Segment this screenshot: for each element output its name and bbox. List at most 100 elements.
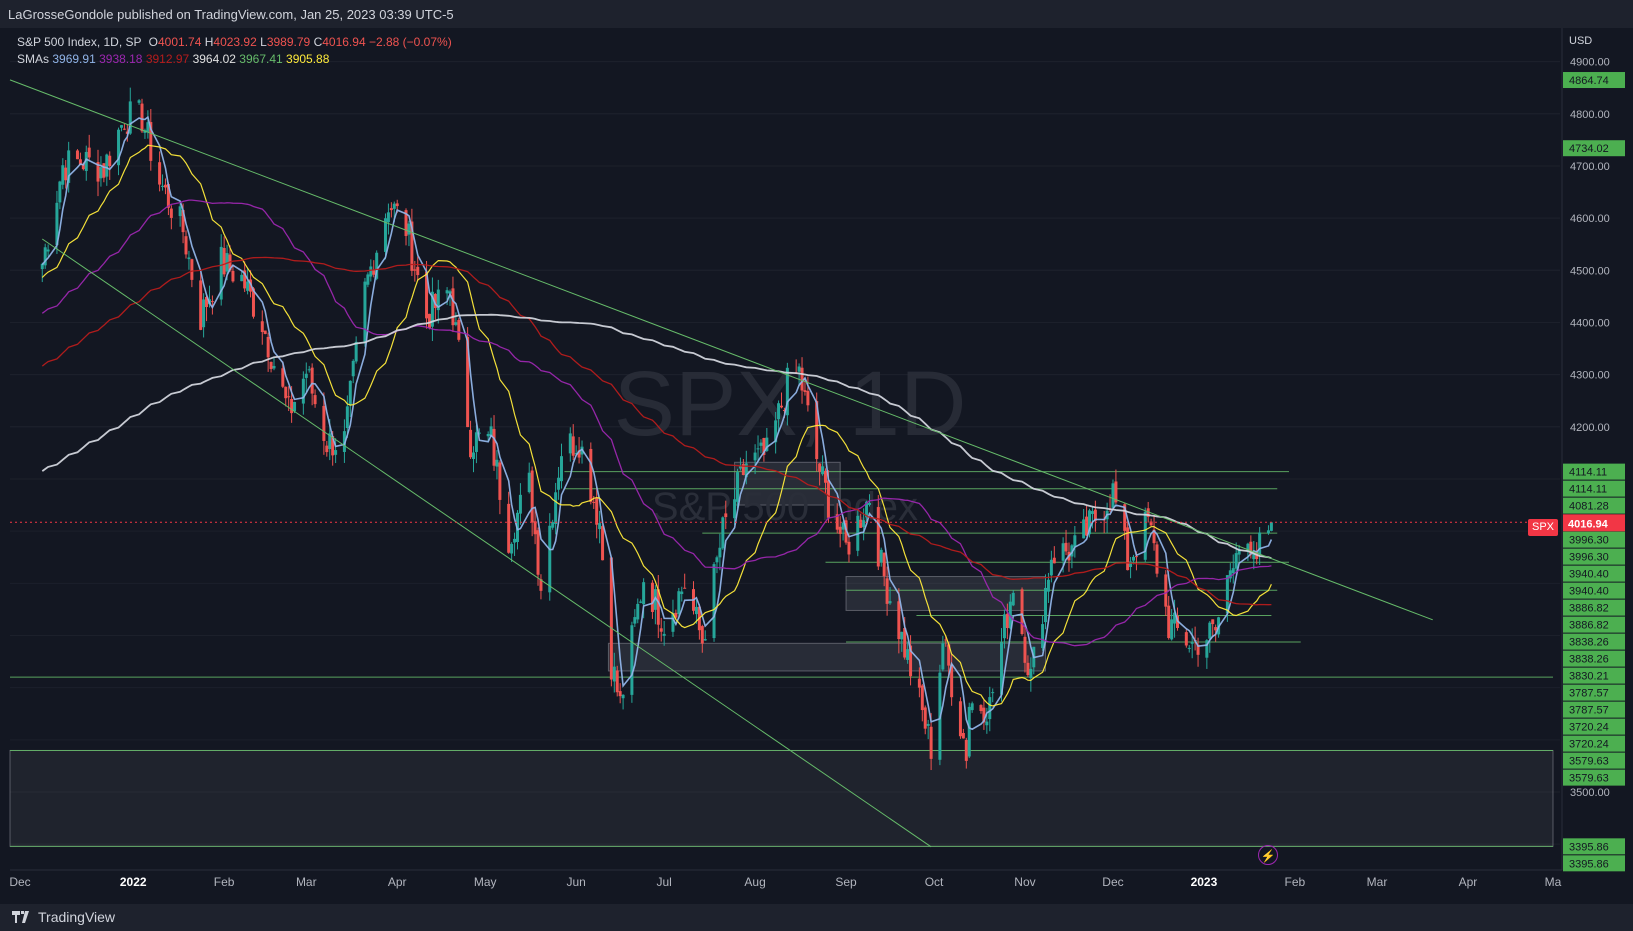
candle-body-36 — [187, 257, 191, 260]
x-tick-label-10: Oct — [925, 875, 944, 889]
candle-body-271 — [1152, 529, 1156, 544]
sma-value-1: 3969.91 — [52, 52, 96, 66]
candle-body-289 — [1228, 570, 1232, 579]
candle-body-178 — [774, 420, 778, 443]
candle-body-19 — [119, 125, 123, 128]
symbol-price-badge: SPX — [1528, 519, 1558, 536]
candle-body-17 — [108, 155, 112, 167]
y-tick-label-4: 4500.00 — [1570, 265, 1610, 277]
price-tag-18: 3720.24 — [1569, 739, 1609, 751]
open-label: O — [148, 35, 158, 49]
candle-body-237 — [1011, 592, 1015, 606]
sma-line-20 — [41, 144, 1272, 707]
price-tag-13: 3838.26 — [1569, 654, 1609, 666]
x-tick-label-2: Feb — [214, 875, 235, 889]
candle-body-88 — [404, 210, 408, 237]
candle-body-187 — [806, 391, 810, 406]
candle-body-162 — [703, 639, 707, 641]
candle-body-213 — [917, 678, 921, 688]
x-tick-label-16: Apr — [1459, 875, 1478, 889]
candle-body-248 — [1061, 543, 1065, 561]
candle-body-103 — [466, 336, 470, 428]
lightning-icon[interactable]: ⚡ — [1258, 845, 1278, 865]
price-tag-15: 3787.57 — [1569, 688, 1609, 700]
candle-body-74 — [345, 406, 349, 429]
candle-body-152 — [662, 633, 666, 636]
candle-body-255 — [1088, 510, 1092, 535]
x-tick-label-15: Mar — [1367, 875, 1388, 889]
candle-body-224 — [961, 732, 965, 739]
price-tag-bg-14 — [1563, 667, 1625, 684]
price-tag-bg-3 — [1563, 480, 1625, 497]
candle-body-4 — [58, 181, 62, 203]
candle-body-215 — [923, 707, 927, 729]
y-tick-label-3: 4400.00 — [1570, 317, 1610, 329]
candle-body-5 — [61, 165, 65, 185]
candle-body-59 — [284, 386, 288, 399]
candle-body-105 — [471, 452, 475, 459]
candle-body-50 — [246, 281, 250, 291]
candle-body-208 — [897, 601, 901, 640]
candle-body-7 — [67, 150, 71, 183]
candle-body-293 — [1246, 543, 1250, 552]
candle-body-55 — [266, 336, 270, 358]
candle-body-144 — [633, 617, 637, 624]
candle-body-180 — [780, 405, 783, 408]
candle-body-147 — [642, 582, 646, 605]
candle-body-39 — [202, 299, 206, 328]
price-tag-bg-10 — [1563, 599, 1625, 616]
candle-body-35 — [184, 236, 188, 255]
candle-body-267 — [1134, 556, 1138, 558]
candle-body-151 — [659, 628, 663, 632]
candle-body-217 — [929, 726, 933, 759]
candle-body-92 — [416, 266, 420, 276]
close-value: 4016.94 — [322, 35, 366, 49]
candle-body-93 — [425, 271, 429, 319]
chart-legend: S&P 500 Index, 1D, SP O4001.74 H4023.92 … — [17, 34, 452, 68]
candle-body-139 — [612, 666, 616, 682]
candle-body-73 — [342, 431, 346, 452]
time-axis[interactable]: Dec 2022 Feb Mar Apr May Jun Jul Aug Sep Oct Nov Dec… — [9, 869, 1562, 889]
candle-body-131 — [577, 450, 581, 458]
candle-body-282 — [1196, 644, 1200, 655]
candle-body-251 — [1070, 545, 1074, 557]
candle-body-89 — [407, 223, 411, 235]
candle-body-110 — [492, 428, 496, 466]
candle-body-100 — [451, 288, 455, 326]
candle-body-261 — [1111, 483, 1115, 508]
candle-body-124 — [551, 522, 555, 528]
candle-body-161 — [700, 626, 704, 644]
candle-body-69 — [325, 445, 329, 453]
candle-body-3 — [55, 202, 59, 246]
candle-body-257 — [1093, 509, 1097, 521]
candle-body-233 — [1000, 642, 1004, 695]
candle-body-48 — [240, 274, 244, 282]
price-axis[interactable]: USD 3500.00 4200.00 4300.00 4400.00 4500.00 46… — [1561, 28, 1625, 872]
y-tick-label-7: 4800.00 — [1570, 109, 1610, 121]
candle-body-122 — [539, 579, 543, 591]
candle-body-166 — [721, 517, 725, 549]
candle-body-120 — [533, 521, 537, 535]
candle-body-252 — [1073, 535, 1077, 547]
candle-body-285 — [1211, 619, 1215, 625]
tradingview-brand[interactable]: TradingView — [12, 909, 115, 925]
x-tick-label-14: Feb — [1285, 875, 1306, 889]
candle-body-21 — [125, 131, 129, 134]
candle-body-87 — [395, 203, 399, 207]
price-tag-22: 3395.86 — [1569, 858, 1609, 870]
price-tag-bg-21 — [1563, 838, 1625, 855]
candle-body-57 — [272, 365, 276, 369]
candle-body-28 — [158, 162, 162, 185]
candle-body-202 — [868, 502, 872, 505]
candle-body-101 — [454, 322, 458, 325]
candle-body-94 — [427, 313, 431, 328]
candle-body-140 — [615, 670, 619, 693]
x-tick-label-13: 2023 — [1191, 875, 1218, 889]
candle-body-188 — [815, 401, 819, 460]
candle-body-229 — [982, 707, 986, 723]
candle-body-76 — [351, 360, 355, 377]
symbol-label: S&P 500 Index, 1D, SP — [17, 35, 142, 49]
candle-body-176 — [762, 438, 766, 455]
candle-body-121 — [536, 530, 540, 575]
